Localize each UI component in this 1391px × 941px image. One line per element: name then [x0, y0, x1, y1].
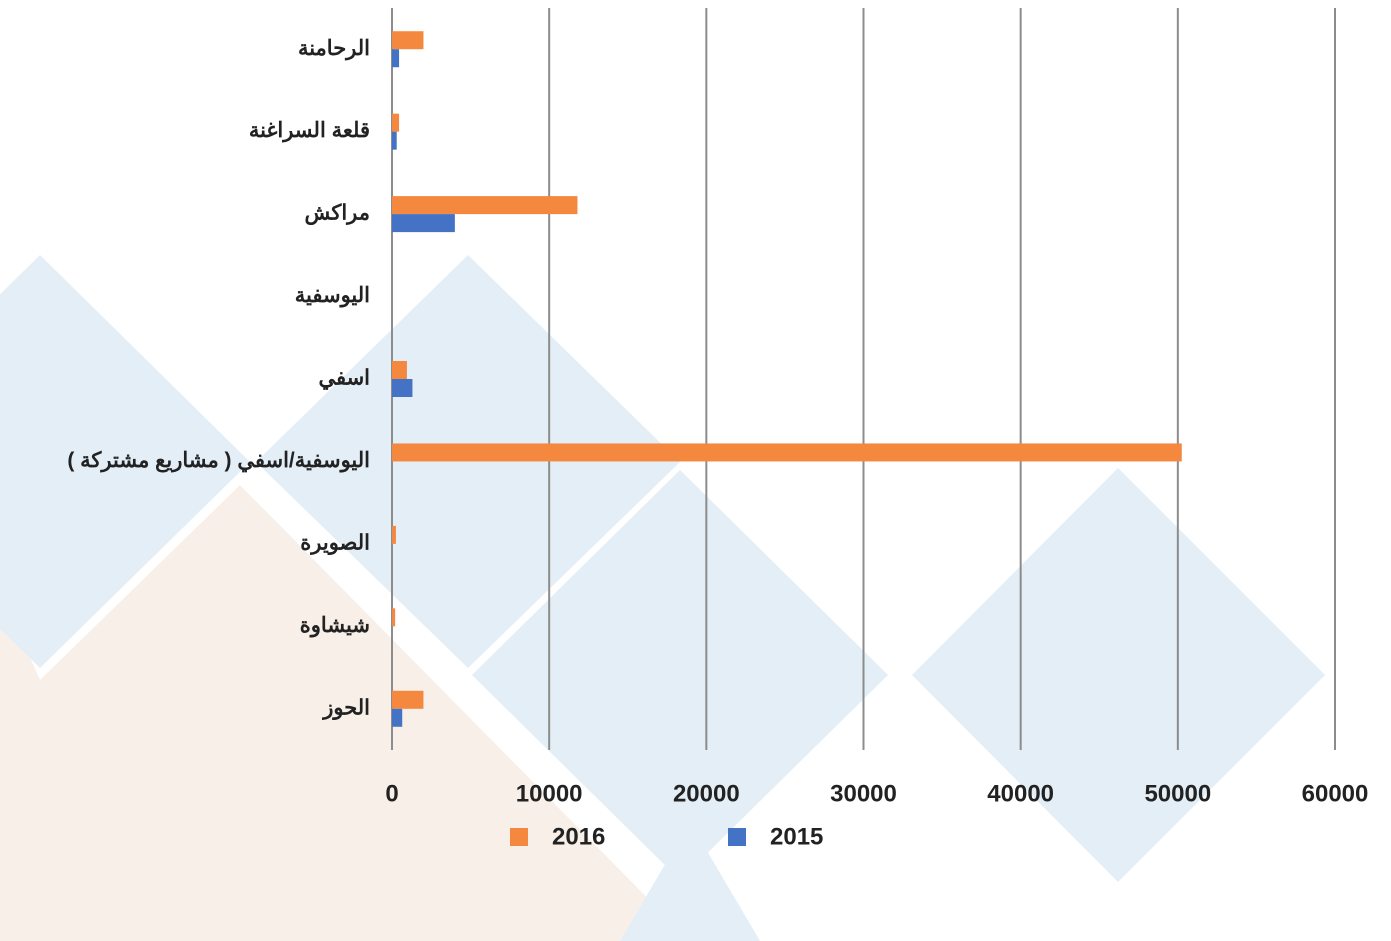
bar — [392, 49, 400, 68]
x-tick-label: 40000 — [987, 780, 1054, 807]
diamond — [620, 822, 760, 941]
diamond — [912, 468, 1325, 882]
y-tick-label: اسفي — [318, 367, 370, 391]
legend-label: 2016 — [552, 823, 605, 850]
bar — [392, 31, 424, 50]
y-tick-label: شيشاوة — [300, 614, 370, 638]
y-tick-label: الرحامنة — [298, 37, 370, 61]
diamond — [256, 255, 680, 668]
bar — [392, 361, 407, 379]
x-tick-label: 0 — [385, 780, 398, 807]
bar — [392, 196, 578, 215]
y-tick-label: قلعة السراغنة — [249, 119, 370, 143]
x-tick-label: 10000 — [516, 780, 583, 807]
background-decoration — [0, 255, 1325, 941]
x-tick-label: 20000 — [673, 780, 740, 807]
bar — [392, 708, 403, 727]
bar — [392, 379, 413, 397]
bar — [392, 131, 397, 150]
x-tick-label: 60000 — [1302, 780, 1369, 807]
legend-swatch — [728, 828, 746, 846]
y-tick-label: مراكش — [305, 202, 370, 226]
legend-label: 2015 — [770, 823, 823, 850]
bar — [392, 443, 1182, 462]
bar — [392, 214, 455, 233]
beige-shape — [0, 485, 690, 941]
y-tick-label: الحوز — [321, 696, 370, 720]
bar — [392, 113, 400, 132]
y-tick-label: اليوسفية/اسفي ( مشاريع مشتركة ) — [67, 449, 370, 473]
bar — [392, 608, 396, 627]
x-tick-label: 50000 — [1144, 780, 1211, 807]
y-tick-label: اليوسفية — [295, 284, 370, 308]
legend-swatch — [510, 828, 528, 846]
bar — [392, 690, 424, 709]
bar — [392, 525, 396, 544]
x-tick-label: 30000 — [830, 780, 897, 807]
diamond — [472, 470, 888, 880]
diamond — [0, 255, 250, 668]
y-tick-label: الصويرة — [300, 531, 370, 555]
